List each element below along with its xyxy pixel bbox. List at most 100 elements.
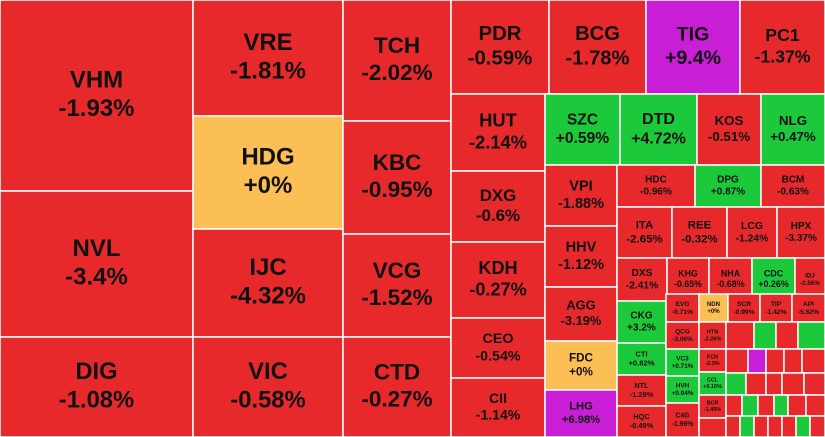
stock-tile [619, 93, 698, 166]
ticker: FCN [707, 355, 718, 361]
change: -4.32% [230, 283, 306, 310]
ticker: NDN [707, 302, 720, 308]
change: +4.72% [631, 129, 686, 147]
small-tile [773, 394, 789, 417]
change: -1.88% [558, 196, 604, 212]
change: -0.58% [230, 387, 305, 414]
change: -1.28% [630, 390, 654, 399]
ticker: CTD [374, 359, 420, 384]
small-tile [803, 372, 825, 396]
ticker: REE [688, 220, 712, 232]
ticker: KDH [478, 258, 517, 278]
stock-tile [791, 293, 825, 323]
ticker: DTD [642, 110, 675, 128]
change: -0.59% [468, 48, 533, 70]
stock-tile [192, 115, 344, 230]
small-tile [725, 321, 755, 350]
change: -1.37% [754, 46, 810, 66]
small-tile [795, 415, 811, 437]
ticker: VCG [373, 258, 422, 283]
ticker: AGG [566, 298, 595, 313]
change: -1.49% [704, 407, 721, 413]
change: +0.87% [711, 187, 745, 198]
change: -2.41% [626, 280, 658, 291]
change: +3.2% [627, 323, 656, 334]
change: -3.19% [561, 313, 602, 328]
ticker: SCR [737, 301, 751, 308]
change: -0.63% [777, 187, 809, 198]
change: +0.71% [672, 363, 694, 370]
change: -0.71% [672, 309, 693, 316]
stock-tile [450, 377, 546, 437]
stock-tile [616, 206, 673, 259]
ticker: TIP [771, 301, 782, 308]
small-tile [725, 415, 741, 437]
small-tile [809, 415, 825, 437]
ticker: KBC [373, 150, 422, 175]
small-tile [781, 372, 805, 396]
change: -3.06% [672, 336, 693, 343]
change: -1.52% [361, 285, 432, 310]
small-tile [765, 348, 785, 374]
ticker: TIG [677, 23, 710, 45]
ticker: CCL [707, 378, 719, 384]
change: -0.32% [681, 233, 717, 245]
ticker: CII [489, 390, 507, 406]
ticker: CKG [630, 311, 652, 322]
ticker: KHG [678, 269, 698, 279]
change: -0.49% [630, 421, 654, 430]
stock-tile [696, 93, 762, 166]
ticker: BCR [707, 401, 719, 407]
ticker: NHA [721, 268, 741, 278]
small-tile [753, 415, 769, 437]
stock-tile [342, 0, 452, 122]
change: -1.08% [59, 387, 134, 414]
change: -2.14% [469, 131, 527, 152]
stock-tile [544, 340, 618, 391]
change: -0.68% [716, 279, 744, 289]
small-tile [757, 394, 775, 417]
stock-tile [342, 120, 452, 235]
ticker: DXS [631, 268, 652, 279]
ticker: CEO [483, 331, 514, 347]
ticker: VPI [569, 179, 592, 195]
small-tile [781, 415, 797, 437]
ticker: FDC [569, 352, 594, 365]
ticker: VHM [70, 66, 123, 93]
ticker: DIG [75, 358, 117, 385]
ticker: BCG [575, 23, 620, 45]
ticker: NVL [73, 235, 121, 262]
small-tile [745, 372, 767, 396]
small-tile [775, 321, 799, 350]
small-tile [801, 348, 825, 374]
ticker: BCM [782, 175, 805, 186]
change: +0.47% [770, 129, 816, 144]
ticker: VIC [248, 358, 288, 385]
ticker: VRE [243, 29, 292, 56]
change: -0.95% [361, 177, 432, 202]
change: -3.4% [65, 264, 128, 291]
ticker: C4G [675, 413, 689, 420]
stock-tile [450, 0, 550, 95]
stock-tile [342, 233, 452, 338]
ticker: HHV [566, 240, 597, 256]
stock-tile [760, 93, 825, 166]
stock-tile [0, 190, 194, 338]
ticker: LCG [741, 221, 763, 232]
stock-tile [192, 336, 344, 437]
small-tile [753, 321, 777, 350]
change: -5.62% [798, 309, 819, 316]
ticker: CDC [764, 268, 784, 278]
ticker: API [803, 301, 814, 308]
change: +0.16% [703, 384, 722, 390]
ticker: PC1 [765, 25, 800, 45]
change: -0.99% [733, 309, 754, 316]
stock-tile [698, 293, 729, 323]
change: +0% [244, 172, 293, 199]
change: -1.42% [765, 309, 786, 316]
stock-tile [192, 0, 344, 117]
stock-tile [450, 93, 546, 172]
stock-tile [698, 321, 727, 350]
ticker: DPG [717, 175, 739, 186]
stock-tile [0, 0, 194, 192]
